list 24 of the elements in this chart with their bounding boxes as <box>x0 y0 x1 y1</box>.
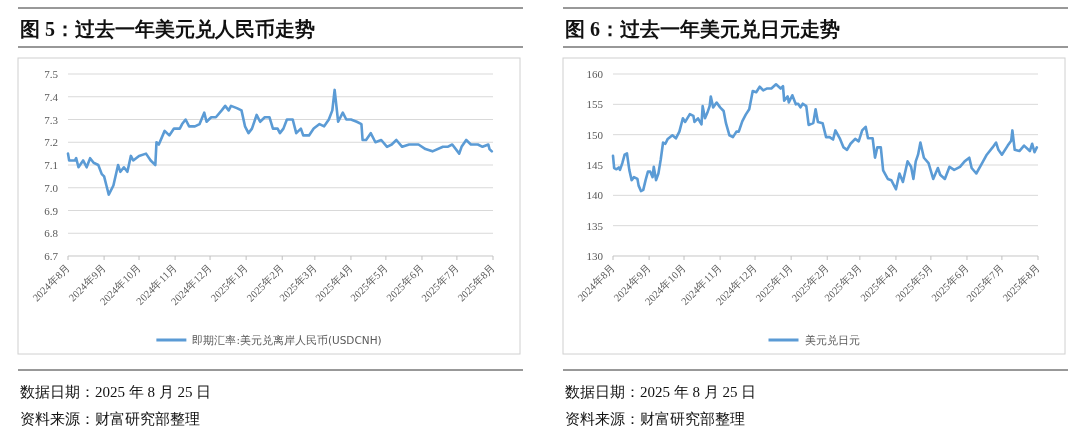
y-tick-label: 7.0 <box>44 181 59 194</box>
text: 资料来源：财富研究部整理 <box>565 411 745 427</box>
legend-label: 即期汇率:美元兑离岸人民币(USDCNH) <box>192 334 382 346</box>
y-tick-label: 135 <box>586 219 604 232</box>
y-tick-label: 7.3 <box>44 113 59 126</box>
chart-title: 图 5：过去一年美元兑人民币走势 <box>20 18 315 40</box>
y-tick-label: 145 <box>586 159 604 171</box>
y-tick-label: 7.2 <box>44 136 58 149</box>
y-tick-label: 7.1 <box>44 159 58 171</box>
y-tick-label: 150 <box>586 128 604 141</box>
text: 数据日期：2025 年 8 月 25 日 <box>20 384 212 400</box>
y-tick-label: 160 <box>586 68 604 80</box>
text: 数据日期：2025 年 8 月 25 日 <box>565 384 757 400</box>
y-tick-label: 6.7 <box>44 250 59 262</box>
y-tick-label: 130 <box>586 250 604 262</box>
y-tick-label: 6.9 <box>44 204 59 217</box>
y-tick-label: 7.5 <box>44 68 59 80</box>
legend-label: 美元兑日元 <box>804 334 860 346</box>
y-tick-label: 7.4 <box>44 90 59 103</box>
text: 资料来源：财富研究部整理 <box>20 411 200 427</box>
y-tick-label: 155 <box>586 98 604 111</box>
y-tick-label: 6.8 <box>44 227 59 240</box>
y-tick-label: 140 <box>586 189 604 202</box>
chart-title: 图 6：过去一年美元兑日元走势 <box>565 18 840 40</box>
